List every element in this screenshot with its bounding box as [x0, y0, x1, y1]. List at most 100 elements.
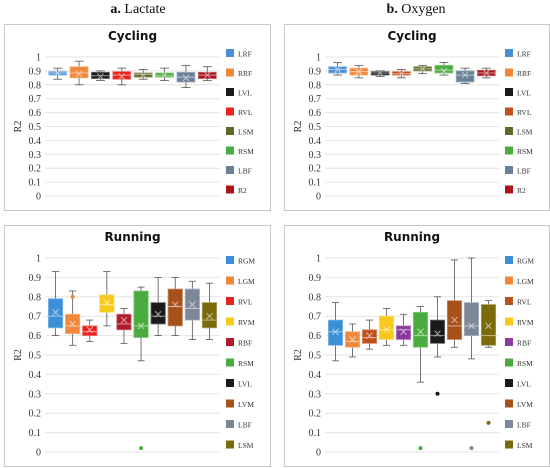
- box-body: [480, 304, 497, 346]
- mean-marker: [118, 73, 126, 80]
- box-body: [327, 319, 344, 346]
- legend-swatch: [505, 358, 513, 367]
- legend-label: RGM: [238, 257, 255, 266]
- mean-marker: [483, 69, 490, 77]
- box-body: [378, 315, 395, 340]
- legend-swatch: [226, 107, 234, 116]
- y-tick-label: 0.4: [29, 136, 42, 147]
- legend-label: LBF: [238, 421, 252, 430]
- y-tick-label: 0.7: [309, 312, 322, 323]
- legend-swatch: [505, 146, 513, 155]
- legend-label: RVL: [517, 108, 532, 117]
- chart-svg: Cycling 0 0.1 0.2 0.3 0.4 0.5 0.6 0.7 0.8 0.9 1 R2 LR…: [293, 29, 533, 203]
- mean-marker: [203, 71, 211, 79]
- y-tick-label: 0.5: [29, 122, 42, 133]
- y-tick-label: 0.4: [309, 136, 322, 147]
- mean-marker: [52, 308, 59, 316]
- box-lvl: [150, 277, 166, 336]
- legend-label: LVM: [238, 400, 254, 409]
- legend-swatch: [505, 49, 513, 57]
- box-rbf: [116, 308, 132, 344]
- box-rrf: [69, 60, 89, 86]
- y-tick-label: 0.3: [309, 389, 322, 400]
- chart-svg: Running 0 0.1 0.2 0.3 0.4 0.5 0.6 0.7 0.8 0.9 1 R2 RG…: [293, 230, 534, 459]
- chart-title: Cycling: [387, 29, 436, 43]
- box-lrf: [48, 67, 68, 80]
- box-body: [463, 302, 480, 337]
- y-tick-label: 0.5: [29, 351, 42, 362]
- box-body: [361, 329, 378, 344]
- outlier-point: [486, 420, 491, 425]
- oxygen-running-chart: Running 0 0.1 0.2 0.3 0.4 0.5 0.6 0.7 0.8 0.9 1 R2 RG…: [284, 225, 550, 467]
- legend-swatch: [505, 107, 513, 116]
- box-lbf: [176, 64, 196, 88]
- box-body: [116, 313, 132, 331]
- box-body: [412, 311, 429, 348]
- box-lsm: [413, 64, 432, 75]
- chart-title: Running: [104, 230, 160, 244]
- mean-marker: [188, 301, 196, 308]
- box-lgm: [65, 290, 81, 346]
- legend-label: RBF: [238, 339, 252, 348]
- y-tick-label: 0.9: [29, 66, 42, 77]
- legend-label: RSM: [517, 359, 533, 368]
- legend-swatch: [505, 276, 513, 285]
- box-rvl: [392, 69, 411, 79]
- y-tick-label: 0.3: [309, 150, 322, 161]
- mean-marker: [154, 310, 162, 318]
- legend-swatch: [226, 338, 234, 346]
- mean-marker: [120, 316, 128, 324]
- legend-label: RVL: [238, 298, 253, 307]
- legend-swatch: [226, 49, 234, 57]
- mean-marker: [383, 326, 390, 334]
- box-rsm: [133, 286, 149, 451]
- legend-label: LVL: [238, 89, 252, 98]
- legend-swatch: [226, 399, 234, 408]
- legend-swatch: [505, 297, 513, 305]
- outlier-point: [139, 446, 144, 451]
- legend-label: LBF: [238, 167, 252, 176]
- legend-label: RRF: [238, 69, 252, 78]
- legend-label: LSM: [517, 441, 533, 450]
- y-tick-label: 0: [316, 192, 321, 203]
- box-lgm: [344, 323, 361, 358]
- box-lsm: [480, 300, 497, 425]
- box-lsm: [201, 282, 218, 340]
- legend-label: RSM: [238, 359, 254, 368]
- legend-swatch: [505, 338, 513, 346]
- y-axis-label: R2: [13, 121, 24, 133]
- y-tick-label: 0.4: [309, 370, 322, 381]
- y-tick-label: 0.7: [29, 94, 42, 105]
- mean-marker: [332, 328, 339, 336]
- legend-swatch: [226, 276, 234, 285]
- legend-label: LBF: [517, 421, 531, 430]
- mean-marker: [366, 332, 373, 339]
- mean-marker: [86, 326, 94, 334]
- y-tick-label: 0.3: [29, 150, 42, 161]
- mean-marker: [139, 71, 147, 79]
- legend-swatch: [226, 379, 234, 387]
- mean-marker: [137, 322, 145, 330]
- y-tick-label: 0.2: [29, 164, 42, 175]
- y-tick-label: 0.1: [309, 428, 322, 439]
- oxygen-cycling-chart: Cycling 0 0.1 0.2 0.3 0.4 0.5 0.6 0.7 0.8 0.9 1 R2 LR…: [284, 24, 550, 211]
- outlier-point: [418, 446, 423, 451]
- box-rrf: [349, 64, 369, 79]
- mean-marker: [468, 322, 475, 330]
- y-tick-label: 0.9: [309, 273, 322, 284]
- y-tick-label: 0.8: [309, 292, 322, 303]
- box-body: [69, 66, 89, 79]
- legend-label: RRF: [517, 69, 531, 78]
- mean-marker: [171, 301, 179, 308]
- box-r2: [477, 67, 496, 79]
- box-lvm: [446, 259, 463, 348]
- chart-title: Running: [384, 230, 440, 244]
- legend-swatch: [505, 379, 513, 387]
- mean-marker: [334, 66, 341, 73]
- y-axis-label: R2: [293, 121, 304, 133]
- box-body: [99, 294, 115, 313]
- panel-b-letter: b.: [386, 2, 398, 17]
- y-tick-label: 0.6: [309, 108, 322, 119]
- box-lbf: [455, 67, 475, 84]
- box-lbf: [184, 280, 200, 340]
